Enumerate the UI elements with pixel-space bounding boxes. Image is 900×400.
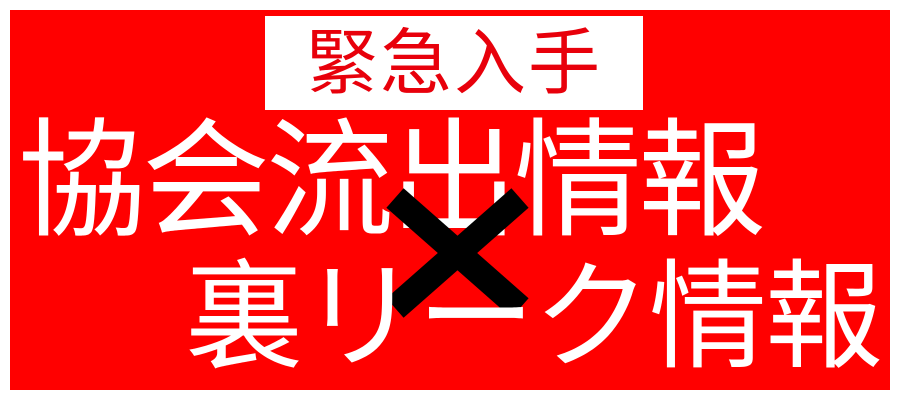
urgent-badge-text: 緊急入手 bbox=[305, 21, 602, 105]
cross-mark-icon bbox=[386, 188, 529, 318]
headline-line-1: 協会流出情報 bbox=[18, 107, 766, 256]
promo-banner: 緊急入手 協会流出情報 裏リーク情報 bbox=[10, 10, 890, 390]
headline-line-2: 裏リーク情報 bbox=[185, 248, 883, 386]
urgent-badge: 緊急入手 bbox=[265, 16, 643, 110]
